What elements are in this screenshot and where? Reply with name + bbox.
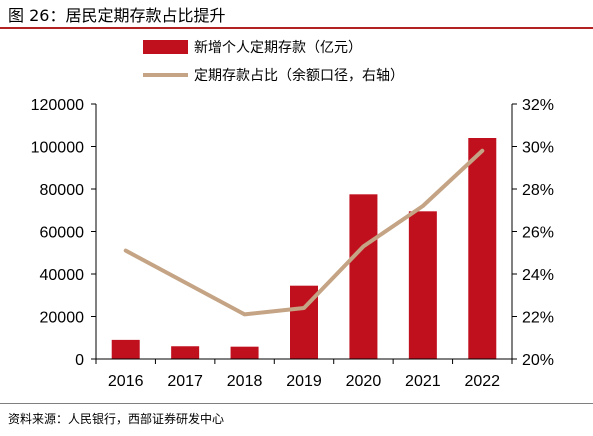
bar <box>468 138 497 359</box>
header-rule <box>0 27 593 29</box>
y-left-tick-label: 60000 <box>40 225 85 242</box>
bar <box>171 346 200 359</box>
line-point <box>243 312 247 316</box>
line-point <box>124 249 128 253</box>
figure-source: 资料来源：人民银行，西部证券研发中心 <box>8 412 225 426</box>
y-right-tick-label: 20% <box>522 352 554 369</box>
legend-label-line: 定期存款占比（余额口径，右轴） <box>194 67 404 83</box>
y-left-tick-label: 20000 <box>40 310 85 327</box>
x-tick-label: 2022 <box>464 373 500 390</box>
y-left-tick-label: 0 <box>75 352 84 369</box>
y-left-tick-label: 80000 <box>40 182 85 199</box>
y-left-tick-label: 100000 <box>31 140 84 157</box>
figure-title: 图 26：居民定期存款占比提升 <box>8 6 226 25</box>
y-right-tick-label: 28% <box>522 182 554 199</box>
y-right-tick-label: 22% <box>522 310 554 327</box>
bar <box>408 211 437 359</box>
y-right-tick-label: 30% <box>522 140 554 157</box>
x-tick-label: 2017 <box>167 373 203 390</box>
x-tick-label: 2021 <box>405 373 441 390</box>
x-tick-label: 2018 <box>227 373 263 390</box>
chart-legend: 新增个人定期存款（亿元） 定期存款占比（余额口径，右轴） <box>143 39 404 83</box>
x-tick-label: 2019 <box>286 373 322 390</box>
bar <box>349 194 378 359</box>
x-tick-label: 2016 <box>108 373 144 390</box>
line-point <box>361 244 365 248</box>
y-left-tick-label: 40000 <box>40 267 85 284</box>
y-right-tick-label: 32% <box>522 97 554 114</box>
combo-chart: 新增个人定期存款（亿元） 定期存款占比（余额口径，右轴） 0 20000 40000… <box>31 39 554 390</box>
line-point <box>421 204 425 208</box>
footer-rule <box>0 403 593 404</box>
y-right-tick-label: 26% <box>522 225 554 242</box>
x-tick-label: 2020 <box>346 373 382 390</box>
plot-area: 0 20000 40000 60000 80000 100000 120000 20% 22% 2… <box>31 97 554 390</box>
line-point <box>480 149 484 153</box>
legend-label-bar: 新增个人定期存款（亿元） <box>194 39 362 55</box>
line-point <box>302 306 306 310</box>
y-right-tick-label: 24% <box>522 267 554 284</box>
figure-header: 图 26：居民定期存款占比提升 <box>0 0 593 29</box>
bar <box>111 339 140 359</box>
line-point <box>183 281 187 284</box>
legend-swatch-bar <box>143 40 188 54</box>
bar <box>230 346 259 359</box>
y-left-tick-label: 120000 <box>31 97 84 114</box>
